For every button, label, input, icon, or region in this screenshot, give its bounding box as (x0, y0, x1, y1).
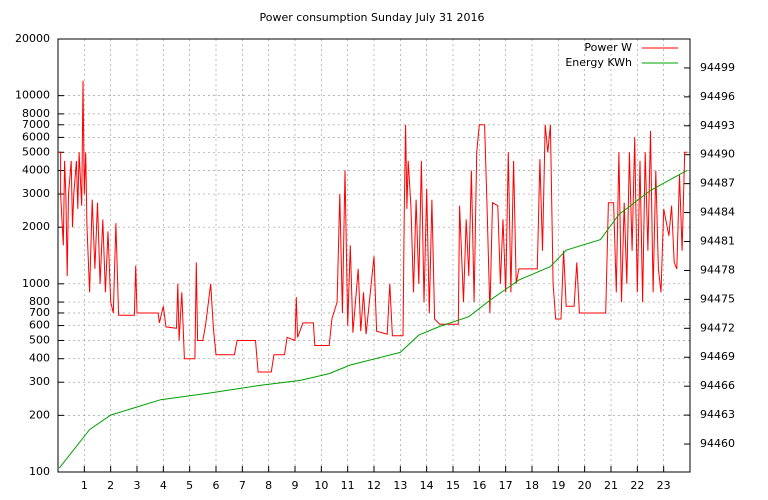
y-tick-label: 800 (29, 295, 50, 308)
x-tick-label: 22 (630, 479, 644, 492)
y2-tick-label: 94490 (700, 148, 735, 161)
y-tick-label: 1000 (22, 277, 50, 290)
y-tick-label: 400 (29, 352, 50, 365)
y-tick-label: 6000 (22, 130, 50, 143)
x-tick-label: 18 (525, 479, 539, 492)
x-tick-label: 12 (367, 479, 381, 492)
y-tick-label: 300 (29, 375, 50, 388)
x-tick-label: 4 (160, 479, 167, 492)
y2-tick-label: 94475 (700, 292, 735, 305)
x-tick-label: 19 (551, 479, 565, 492)
x-tick-label: 2 (107, 479, 114, 492)
y2-tick-label: 94484 (700, 206, 735, 219)
y2-tick-label: 94460 (700, 437, 735, 450)
y-tick-label: 20000 (15, 32, 50, 45)
y-tick-label: 200 (29, 408, 50, 421)
x-tick-label: 3 (134, 479, 141, 492)
plot-frame (57, 38, 691, 473)
y2-tick-label: 94478 (700, 263, 735, 276)
x-tick-label: 10 (314, 479, 328, 492)
x-tick-label: 6 (213, 479, 220, 492)
y-tick-label: 7000 (22, 118, 50, 131)
y-tick-label: 2000 (22, 220, 50, 233)
x-tick-label: 14 (420, 479, 434, 492)
y2-tick-label: 94472 (700, 321, 735, 334)
y-tick-label: 100 (29, 465, 50, 478)
x-tick-label: 5 (186, 479, 193, 492)
x-tick-label: 11 (341, 479, 355, 492)
y2-tick-label: 94463 (700, 408, 735, 421)
x-tick-label: 1 (81, 479, 88, 492)
y2-tick-label: 94493 (700, 119, 735, 132)
y-tick-label: 600 (29, 319, 50, 332)
x-tick-label: 8 (265, 479, 272, 492)
y2-tick-label: 94466 (700, 379, 735, 392)
y-tick-label: 3000 (22, 187, 50, 200)
x-tick-label: 13 (393, 479, 407, 492)
y-tick-label: 5000 (22, 145, 50, 158)
x-tick-label: 9 (292, 479, 299, 492)
x-tick-label: 17 (499, 479, 513, 492)
y-tick-label: 500 (29, 333, 50, 346)
x-tick-label: 21 (604, 479, 618, 492)
series-line (58, 169, 688, 469)
legend-label: Energy KWh (565, 56, 632, 69)
chart-title: Power consumption Sunday July 31 2016 (260, 11, 485, 24)
y2-tick-label: 94481 (700, 235, 735, 248)
x-tick-label: 7 (239, 479, 246, 492)
y2-tick-label: 94487 (700, 177, 735, 190)
x-tick-label: 16 (472, 479, 486, 492)
y-tick-label: 8000 (22, 107, 50, 120)
y2-tick-label: 94499 (700, 61, 735, 74)
y-tick-label: 10000 (15, 89, 50, 102)
series-line (58, 80, 688, 373)
y2-tick-label: 94469 (700, 350, 735, 363)
legend-label: Power W (584, 41, 632, 54)
y2-tick-label: 94496 (700, 90, 735, 103)
x-tick-label: 15 (446, 479, 460, 492)
y-tick-label: 4000 (22, 164, 50, 177)
x-tick-label: 23 (657, 479, 671, 492)
y-tick-label: 700 (29, 306, 50, 319)
x-tick-label: 20 (578, 479, 592, 492)
